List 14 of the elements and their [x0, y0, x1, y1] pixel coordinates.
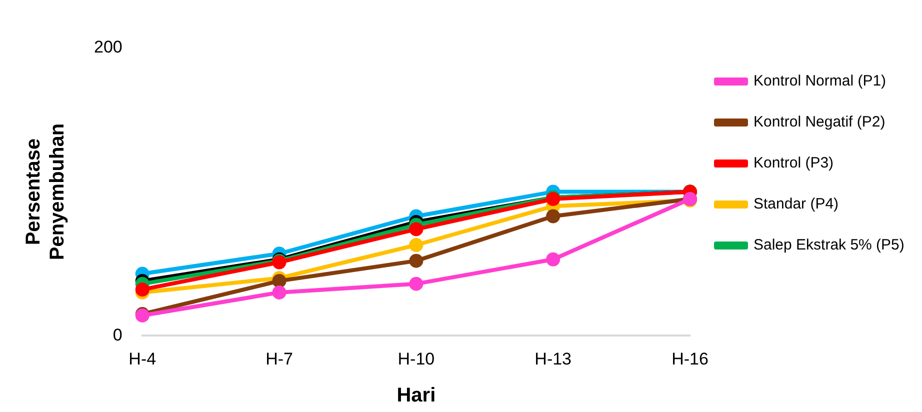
legend-label: Kontrol (P3)	[754, 154, 834, 172]
legend-label: Salep Ekstrak 5% (P5)	[754, 236, 904, 254]
legend-label: Kontrol Normal (P1)	[754, 72, 886, 90]
y-tick-label: 200	[94, 38, 122, 57]
x-tick-label: H-13	[534, 349, 572, 368]
legend-label: Standar (P4)	[754, 196, 839, 213]
x-tick-label: H-16	[672, 349, 708, 368]
x-tick-label: H-10	[398, 349, 435, 368]
x-tick-label: H-7	[266, 349, 293, 368]
x-tick-label: H-4	[128, 349, 156, 368]
y-axis-title: Persentase Penyembuhan	[22, 123, 69, 260]
y-tick-label: 0	[112, 325, 122, 344]
x-axis-title: Hari	[396, 384, 436, 407]
legend-label: Kontrol Negatif (P2)	[754, 114, 886, 131]
